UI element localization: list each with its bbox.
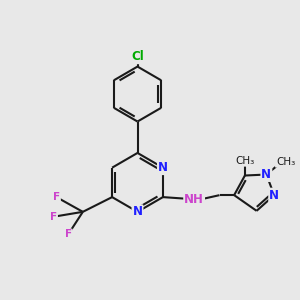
Text: N: N xyxy=(261,168,272,181)
Text: F: F xyxy=(64,230,72,239)
Text: N: N xyxy=(133,205,142,218)
Text: N: N xyxy=(269,189,279,202)
Text: F: F xyxy=(53,192,60,202)
Text: CH₃: CH₃ xyxy=(235,156,254,166)
Text: F: F xyxy=(50,212,57,222)
Text: NH: NH xyxy=(184,193,204,206)
Text: CH₃: CH₃ xyxy=(276,157,295,167)
Text: N: N xyxy=(158,161,168,174)
Text: Cl: Cl xyxy=(131,50,144,63)
